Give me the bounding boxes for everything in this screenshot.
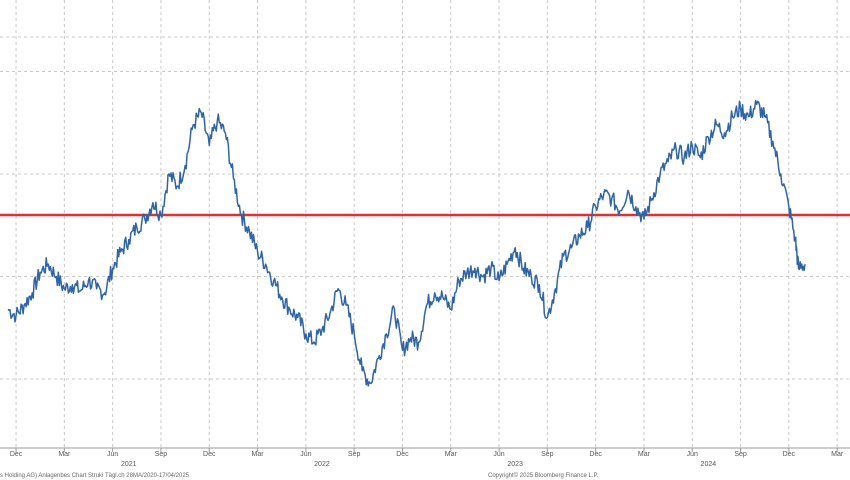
x-year-label: 2023 (507, 461, 523, 468)
x-tick-label: Dec (203, 451, 216, 458)
x-tick-label: Dec (396, 451, 409, 458)
x-tick-label: Jun (493, 451, 504, 458)
x-tick-label: Jun (687, 451, 698, 458)
x-tick-label: Dec (10, 451, 23, 458)
x-tick-label: Jun (300, 451, 311, 458)
x-tick-label: Dec (783, 451, 796, 458)
x-tick-label: Mar (638, 451, 651, 458)
footer-source: s Holding AG) Anlagenbes Chart Struki Tä… (0, 473, 190, 479)
series-line (7, 99, 806, 387)
x-tick-label: Jun (107, 451, 118, 458)
x-year-label: 2024 (701, 461, 717, 468)
x-year-label: 2021 (121, 461, 137, 468)
footer-copyright: Copyright© 2025 Bloomberg Finance L.P. (488, 472, 599, 479)
x-tick-label: Mar (831, 451, 844, 458)
horizontal-gridlines (0, 36, 850, 380)
vertical-gridlines (15, 0, 838, 448)
x-axis-month-labels: Dec Mar Jun Sep Dec Mar Jun Sep Dec Mar Jun Sep Dec M… (10, 451, 844, 458)
x-tick-label: Sep (541, 451, 554, 458)
x-tick-label: Dec (589, 451, 602, 458)
x-tick-label: Mar (58, 451, 71, 458)
x-tick-label: Mar (252, 451, 265, 458)
x-tick-label: Sep (734, 451, 747, 458)
x-tick-label: Mar (445, 451, 458, 458)
x-axis-ticks (15, 448, 838, 452)
x-tick-label: Sep (348, 451, 361, 458)
x-tick-label: Sep (155, 451, 168, 458)
x-year-label: 2022 (314, 461, 330, 468)
x-axis-year-labels: 202120222023202420 (121, 461, 717, 468)
